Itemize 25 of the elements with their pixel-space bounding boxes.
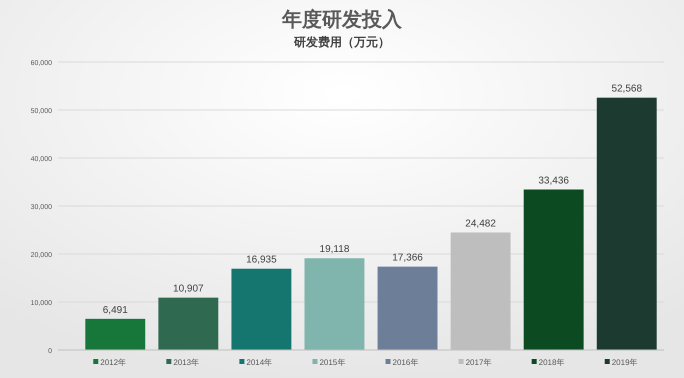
x-tick-label: 2013年 [173,358,200,367]
x-tick-label: 2017年 [466,358,492,367]
x-tick-label: 2018年 [538,358,564,367]
data-label: 16,935 [246,254,278,266]
chart-subtitle: 研发费用（万元） [293,35,390,49]
bar [85,318,146,350]
x-tick-label: 2019年 [612,358,638,367]
data-label: 33,436 [538,176,570,187]
bar [158,298,218,350]
data-label: 52,568 [611,84,642,95]
bar [304,258,364,350]
data-label: 6,491 [102,304,128,316]
x-tick-label: 2014年 [246,358,272,367]
bar [524,190,584,350]
data-label: 19,118 [320,244,350,256]
x-tick-label: 2016年 [392,358,418,367]
bar [596,98,657,350]
bar [231,268,292,350]
data-label: 24,482 [465,218,496,230]
data-label: 17,366 [392,252,424,264]
x-tick-label: 2012年 [100,358,126,367]
data-label: 10,907 [173,284,204,295]
x-tick-label: 2015年 [319,358,346,367]
chart-title: 年度研发投入 [281,8,403,31]
bar [378,266,438,350]
